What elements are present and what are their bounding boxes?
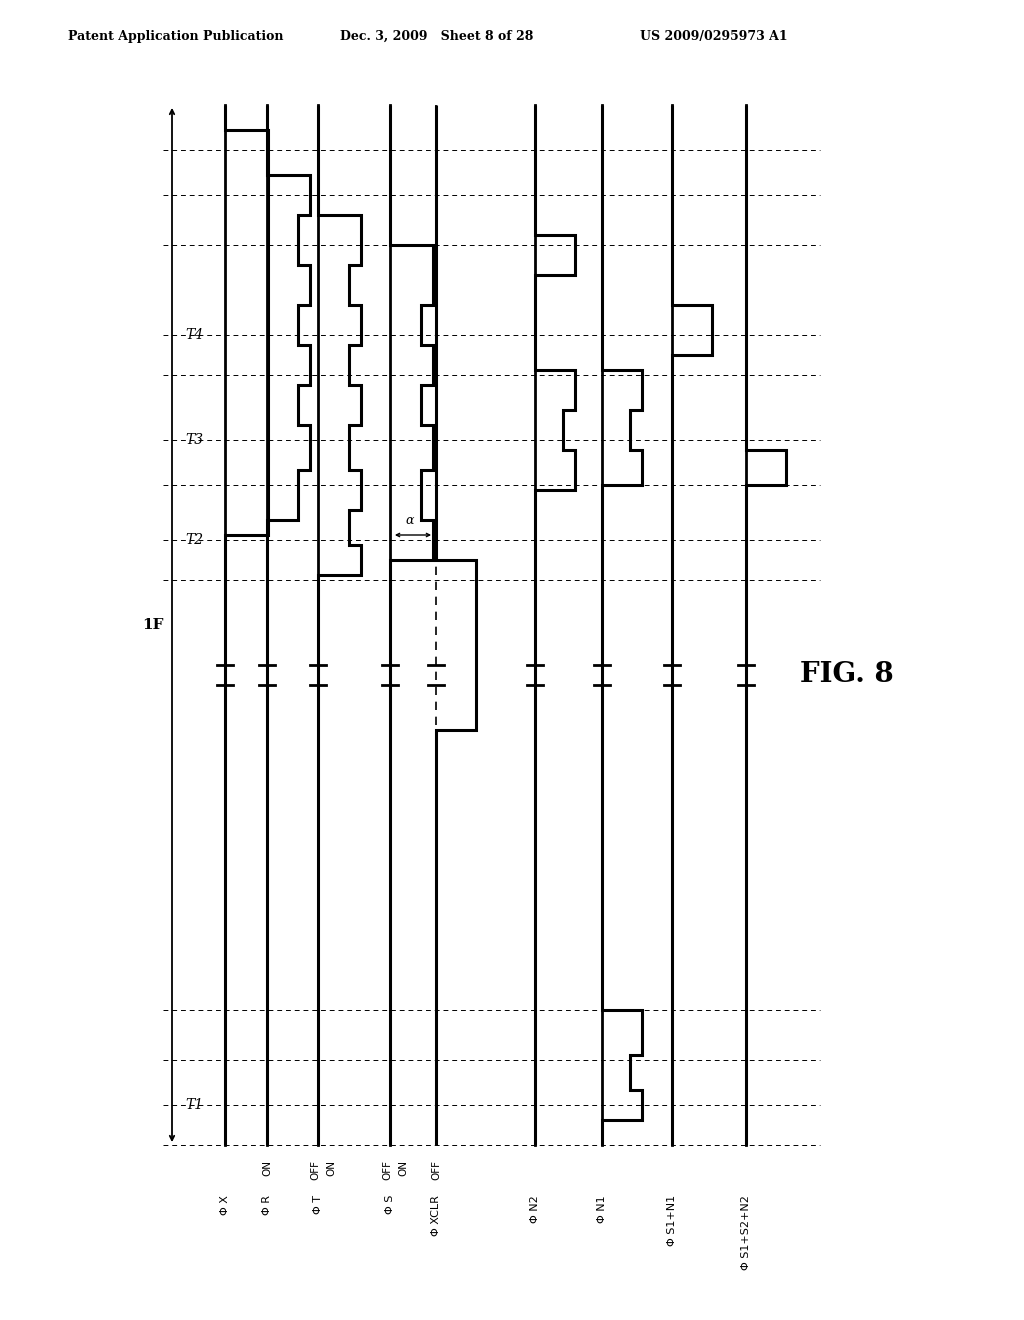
Text: T2: T2 <box>185 533 203 546</box>
Text: Φ T: Φ T <box>313 1195 323 1214</box>
Text: Dec. 3, 2009   Sheet 8 of 28: Dec. 3, 2009 Sheet 8 of 28 <box>340 30 534 44</box>
Text: Φ XCLR: Φ XCLR <box>431 1195 441 1236</box>
Text: OFF: OFF <box>382 1160 392 1180</box>
Text: OFF: OFF <box>431 1160 441 1180</box>
Text: 1F: 1F <box>142 618 164 632</box>
Text: OFF: OFF <box>310 1160 319 1180</box>
Text: Φ N2: Φ N2 <box>530 1195 540 1222</box>
Text: FIG. 8: FIG. 8 <box>800 661 894 689</box>
Text: Φ X: Φ X <box>220 1195 230 1214</box>
Text: ON: ON <box>262 1160 272 1176</box>
Text: Φ R: Φ R <box>262 1195 272 1214</box>
Text: T4: T4 <box>185 327 203 342</box>
Text: T3: T3 <box>185 433 203 447</box>
Text: ON: ON <box>398 1160 408 1176</box>
Text: US 2009/0295973 A1: US 2009/0295973 A1 <box>640 30 787 44</box>
Text: α: α <box>406 513 415 527</box>
Text: Φ N1: Φ N1 <box>597 1195 607 1222</box>
Text: ON: ON <box>326 1160 336 1176</box>
Text: Φ S1+N1: Φ S1+N1 <box>667 1195 677 1246</box>
Text: Patent Application Publication: Patent Application Publication <box>68 30 284 44</box>
Text: Φ S: Φ S <box>385 1195 395 1214</box>
Text: T1: T1 <box>185 1098 203 1111</box>
Text: Φ S1+S2+N2: Φ S1+S2+N2 <box>741 1195 751 1270</box>
